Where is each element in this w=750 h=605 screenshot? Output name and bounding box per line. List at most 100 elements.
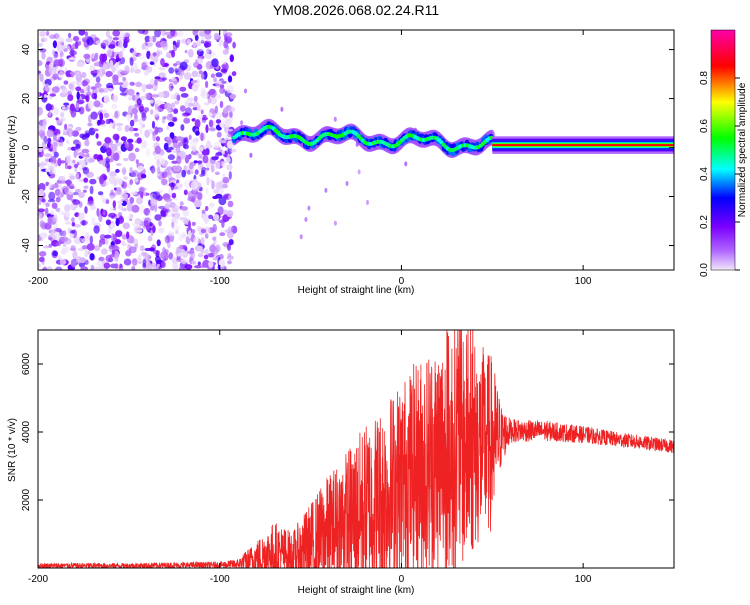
noise-blob <box>75 143 81 149</box>
noise-blob <box>81 80 88 87</box>
noise-blob <box>148 212 152 217</box>
noise-blob <box>181 112 190 117</box>
noise-blob <box>204 205 209 212</box>
noise-blob <box>86 91 92 96</box>
noise-blob <box>244 88 247 94</box>
noise-blob <box>192 107 199 111</box>
noise-blob <box>176 94 181 101</box>
noise-blob <box>115 168 120 173</box>
noise-blob <box>158 227 165 234</box>
spectrogram-xlabel: Height of straight line (km) <box>298 285 415 296</box>
noise-blob <box>65 156 71 165</box>
noise-blob <box>194 169 199 175</box>
noise-blob <box>215 72 223 78</box>
noise-blob <box>131 204 140 213</box>
noise-blob <box>161 30 167 37</box>
noise-blob <box>38 60 43 67</box>
noise-blob <box>204 169 208 178</box>
noise-blob <box>95 133 99 139</box>
noise-blob <box>124 141 130 149</box>
noise-blob <box>121 181 128 189</box>
noise-blob <box>44 83 50 92</box>
colorbar-frame <box>710 29 736 271</box>
noise-blob <box>182 244 188 250</box>
noise-blob <box>41 51 46 60</box>
noise-blob <box>43 94 48 98</box>
noise-blob <box>129 81 135 86</box>
noise-blob <box>158 128 163 133</box>
noise-blob <box>65 37 74 43</box>
noise-blob <box>45 103 52 111</box>
noise-blob <box>170 30 176 37</box>
noise-blob <box>117 200 124 204</box>
noise-blob <box>66 140 70 144</box>
noise-blob <box>190 170 194 175</box>
noise-blob <box>93 245 101 252</box>
noise-blob <box>171 216 177 224</box>
noise-blob <box>97 191 104 196</box>
noise-blob <box>160 58 165 67</box>
noise-blob <box>158 66 166 71</box>
noise-blob <box>212 236 217 241</box>
noise-blob <box>204 232 209 239</box>
noise-blob <box>51 184 59 189</box>
noise-blob <box>228 171 232 180</box>
noise-blob <box>224 229 232 234</box>
noise-blob <box>114 255 119 263</box>
noise-blob <box>173 108 179 114</box>
noise-blob <box>137 165 144 172</box>
noise-blob <box>53 151 59 158</box>
noise-blob <box>38 70 42 74</box>
noise-blob <box>123 258 132 266</box>
noise-blob <box>195 48 204 52</box>
noise-blob <box>197 261 201 266</box>
noise-blob <box>128 152 136 162</box>
noise-blob <box>167 146 174 151</box>
noise-blob <box>189 164 194 170</box>
noise-blob <box>186 169 192 175</box>
noise-blob <box>66 179 71 187</box>
noise-blob <box>109 143 118 152</box>
noise-blob <box>67 94 74 102</box>
noise-blob <box>197 50 201 56</box>
snr-panel: -200 -100 0 100 2000 4000 6000 Height of strai… <box>7 329 675 596</box>
spectrogram-y-tick-label: 20 <box>21 93 32 105</box>
noise-blob <box>98 242 102 248</box>
noise-blob <box>209 96 217 105</box>
noise-blob <box>59 259 67 265</box>
noise-blob <box>90 111 98 120</box>
noise-blob <box>93 54 99 61</box>
noise-blob <box>139 110 148 115</box>
noise-blob <box>184 179 191 189</box>
noise-blob <box>93 225 100 234</box>
noise-blob <box>111 94 118 103</box>
noise-blob <box>46 30 50 36</box>
noise-blob <box>232 41 236 49</box>
noise-blob <box>93 153 99 160</box>
noise-blob <box>205 124 209 134</box>
noise-blob <box>214 161 221 170</box>
snr-x-tick-label: -200 <box>28 574 48 585</box>
noise-blob <box>38 107 43 116</box>
noise-blob <box>196 152 202 157</box>
noise-blob <box>139 245 145 252</box>
noise-blob <box>200 228 207 234</box>
noise-blob <box>230 148 237 153</box>
noise-blob <box>177 182 181 187</box>
noise-blob <box>168 252 173 260</box>
noise-blob <box>215 244 221 253</box>
noise-blob <box>38 263 42 269</box>
noise-blob <box>168 82 174 92</box>
noise-blob <box>197 104 201 112</box>
noise-blob <box>98 213 103 222</box>
noise-blob <box>98 86 105 95</box>
noise-blob <box>210 73 215 79</box>
noise-blob <box>89 253 95 261</box>
noise-blob <box>222 176 230 184</box>
noise-blob <box>122 77 127 81</box>
noise-blob <box>131 169 139 178</box>
noise-blob <box>166 201 171 206</box>
noise-blob <box>208 119 214 128</box>
noise-blob <box>38 162 41 167</box>
